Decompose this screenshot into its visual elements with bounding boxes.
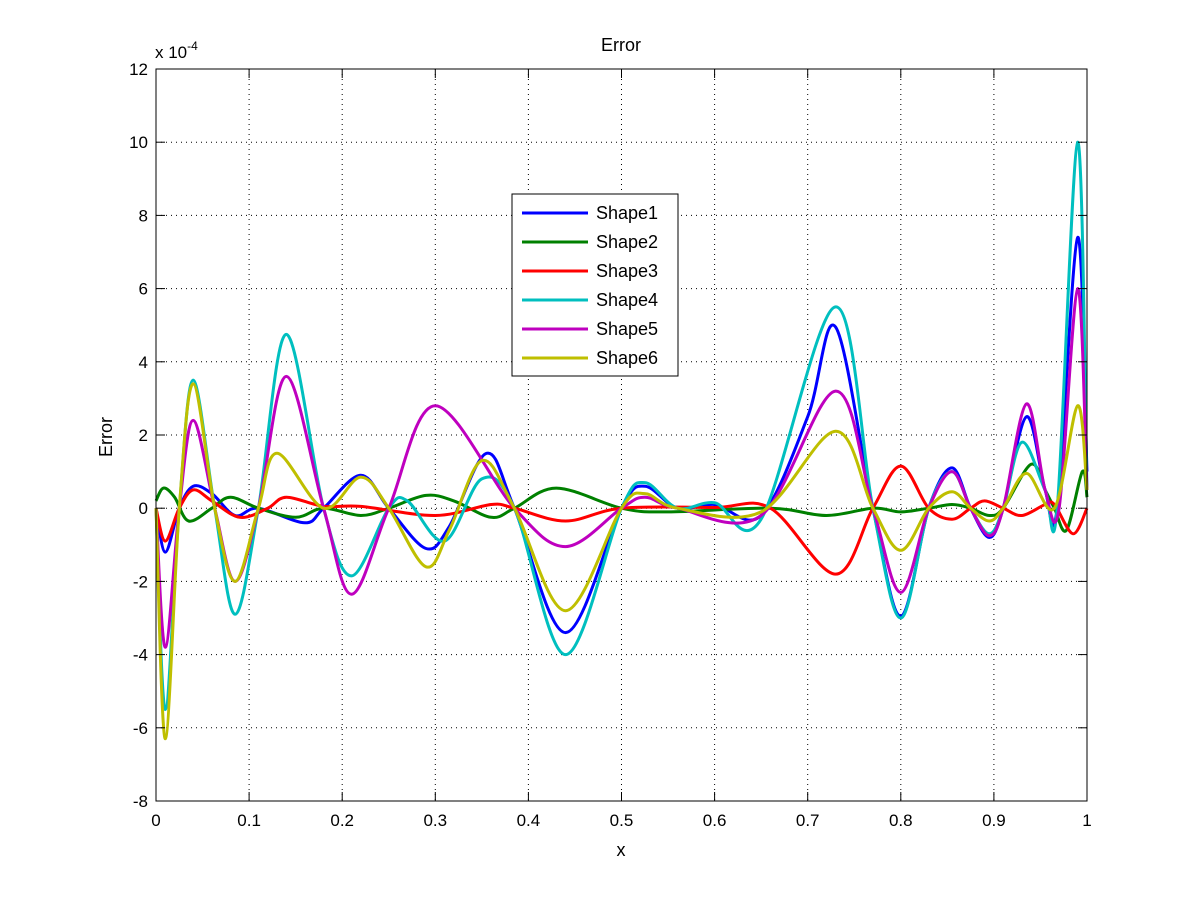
x-tick-label: 0 [151,811,160,830]
x-tick-label: 0.5 [610,811,634,830]
x-tick-label: 0.2 [330,811,354,830]
x-tick-label: 0.6 [703,811,727,830]
x-tick-label: 0.4 [517,811,541,830]
series-lines [154,140,1089,741]
x-tick-label: 0.7 [796,811,820,830]
x-axis-label: x [617,840,626,860]
y-tick-label: 2 [139,426,148,445]
y-tick-label: 10 [129,133,148,152]
x-tick-label: 1 [1082,811,1091,830]
y-multiplier-label: x 10-4 [155,39,198,62]
legend-label: Shape2 [596,232,658,252]
x-tick-label: 0.9 [982,811,1006,830]
y-tick-label: 0 [139,499,148,518]
y-tick-label: 4 [139,353,148,372]
y-axis-label: Error [96,417,116,457]
y-tick-label: -8 [133,792,148,811]
ticks: 0 0.1 0.2 0.3 0.4 0.5 0.6 0.7 0.8 0.9 1 -8 -6 -4 -2 0 2 4… [129,60,1092,830]
chart-title: Error [601,35,641,55]
legend: Shape1 Shape2 Shape3 Shape4 Shape5 Shape6 [511,193,679,377]
legend-label: Shape5 [596,319,658,339]
series-line-shape6 [154,382,1089,741]
x-tick-label: 0.1 [237,811,261,830]
legend-label: Shape6 [596,348,658,368]
y-tick-label: 12 [129,60,148,79]
y-tick-label: -4 [133,646,148,665]
x-tick-label: 0.3 [423,811,447,830]
y-tick-label: -2 [133,572,148,591]
legend-label: Shape3 [596,261,658,281]
x-tick-label: 0.8 [889,811,913,830]
y-tick-label: -6 [133,719,148,738]
y-tick-label: 6 [139,280,148,299]
legend-box [511,193,679,377]
legend-label: Shape4 [596,290,658,310]
legend-label: Shape1 [596,203,658,223]
y-tick-label: 8 [139,206,148,225]
